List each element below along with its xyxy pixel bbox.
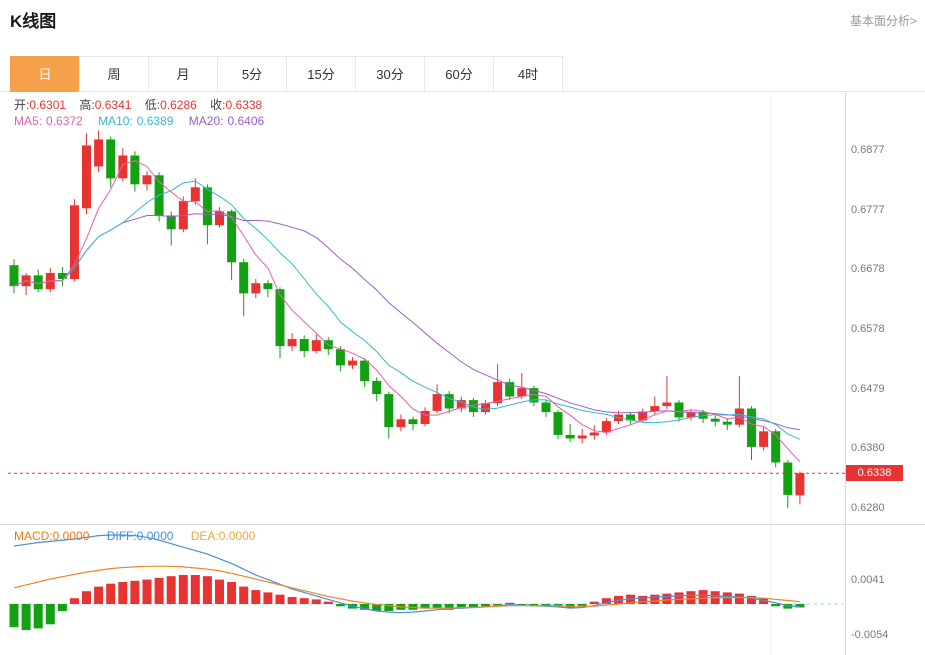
ma20-line bbox=[13, 213, 800, 431]
current-price-badge: 0.6338 bbox=[846, 465, 903, 482]
ma5-line bbox=[13, 160, 801, 463]
tab-5min[interactable]: 5分 bbox=[217, 56, 287, 92]
candlesticks bbox=[9, 130, 805, 508]
tab-month[interactable]: 月 bbox=[148, 56, 218, 92]
ma10-line bbox=[13, 180, 801, 440]
tab-15min[interactable]: 15分 bbox=[286, 56, 356, 92]
tab-30min[interactable]: 30分 bbox=[355, 56, 425, 92]
tab-60min[interactable]: 60分 bbox=[424, 56, 494, 92]
page-title: K线图 bbox=[10, 12, 57, 31]
interval-tabs: 日 周 月 5分 15分 30分 60分 4时 bbox=[0, 56, 925, 92]
diff-line bbox=[13, 534, 800, 614]
dea-line bbox=[13, 565, 800, 609]
tab-4hour[interactable]: 4时 bbox=[493, 56, 563, 92]
tab-week[interactable]: 周 bbox=[79, 56, 149, 92]
fundamental-analysis-link[interactable]: 基本面分析> bbox=[849, 14, 917, 28]
macd-histogram bbox=[9, 575, 805, 631]
